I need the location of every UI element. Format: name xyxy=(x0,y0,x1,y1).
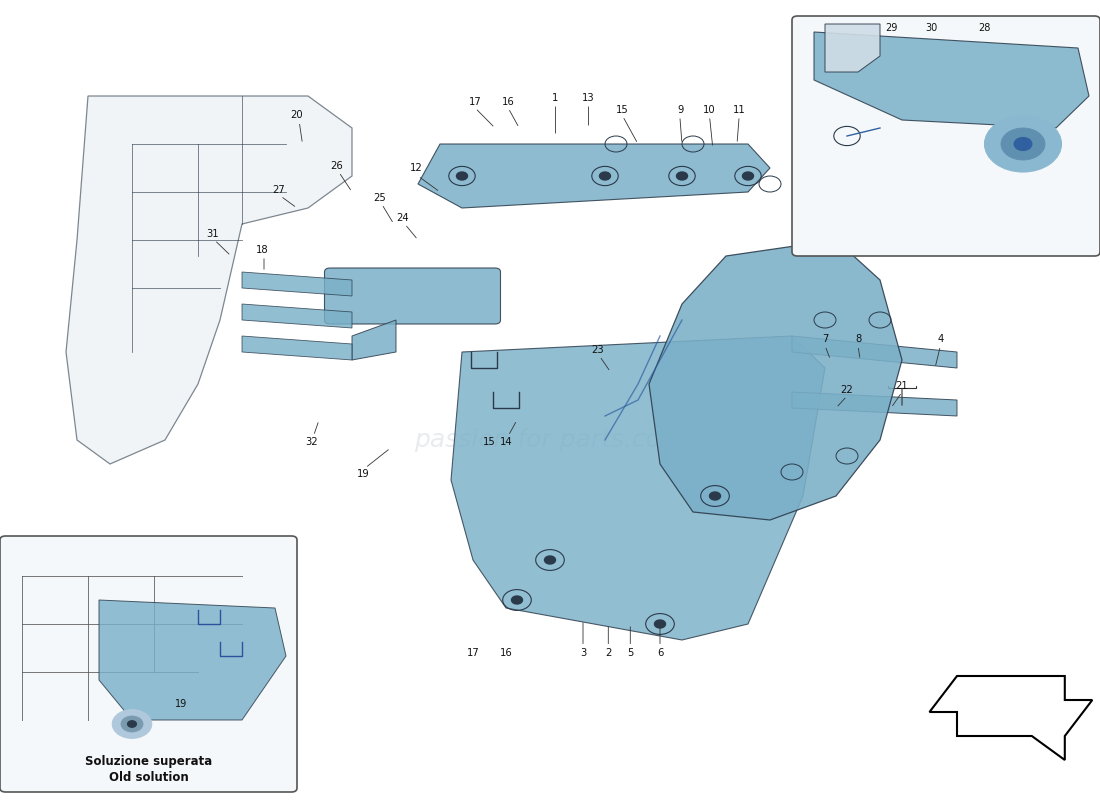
Polygon shape xyxy=(451,336,825,640)
Polygon shape xyxy=(930,676,1092,760)
Text: Soluzione superata: Soluzione superata xyxy=(85,755,212,768)
Text: 13: 13 xyxy=(582,93,595,102)
Text: 16: 16 xyxy=(502,97,515,106)
Text: 9: 9 xyxy=(678,105,684,114)
Text: 16: 16 xyxy=(499,648,513,658)
Text: 2: 2 xyxy=(605,648,612,658)
Text: 17: 17 xyxy=(466,648,480,658)
Text: 10: 10 xyxy=(703,105,716,114)
Polygon shape xyxy=(418,144,770,208)
Polygon shape xyxy=(825,24,880,72)
Polygon shape xyxy=(352,320,396,360)
Text: 19: 19 xyxy=(356,470,370,479)
Text: 19: 19 xyxy=(175,699,188,709)
Text: 6: 6 xyxy=(657,648,663,658)
Text: 29: 29 xyxy=(884,23,898,33)
Text: 15: 15 xyxy=(616,105,629,114)
Text: passion for parts.com: passion for parts.com xyxy=(415,428,685,452)
Text: 12: 12 xyxy=(409,163,422,173)
Text: 5: 5 xyxy=(627,648,634,658)
Text: Old solution: Old solution xyxy=(109,771,188,784)
Text: 31: 31 xyxy=(206,229,219,238)
Polygon shape xyxy=(649,240,902,520)
Circle shape xyxy=(984,116,1062,172)
Text: 24: 24 xyxy=(396,213,409,222)
Text: 27: 27 xyxy=(272,185,285,194)
Text: 1: 1 xyxy=(552,93,559,102)
Circle shape xyxy=(600,172,610,180)
Polygon shape xyxy=(242,304,352,328)
Circle shape xyxy=(676,172,688,180)
Circle shape xyxy=(544,556,556,564)
Text: 7: 7 xyxy=(822,334,828,344)
Polygon shape xyxy=(242,272,352,296)
Text: 30: 30 xyxy=(925,23,938,33)
Text: 26: 26 xyxy=(330,161,343,170)
Circle shape xyxy=(710,492,720,500)
Text: 3: 3 xyxy=(580,648,586,658)
Polygon shape xyxy=(792,336,957,368)
FancyBboxPatch shape xyxy=(0,536,297,792)
Circle shape xyxy=(742,172,754,180)
Text: 20: 20 xyxy=(290,110,304,120)
Text: 11: 11 xyxy=(733,105,746,114)
Text: 25: 25 xyxy=(373,193,386,202)
Circle shape xyxy=(512,596,522,604)
Text: 23: 23 xyxy=(591,345,604,354)
FancyBboxPatch shape xyxy=(792,16,1100,256)
Circle shape xyxy=(121,716,143,732)
Circle shape xyxy=(112,710,152,738)
Text: 17: 17 xyxy=(469,97,482,106)
Text: 14: 14 xyxy=(499,438,513,447)
Text: 8: 8 xyxy=(855,334,861,344)
Circle shape xyxy=(128,721,136,727)
Circle shape xyxy=(1001,128,1045,160)
Text: 4: 4 xyxy=(937,334,944,344)
Polygon shape xyxy=(814,32,1089,128)
Text: 15: 15 xyxy=(483,438,496,447)
Text: 22: 22 xyxy=(840,385,854,394)
FancyBboxPatch shape xyxy=(324,268,500,324)
Text: 28: 28 xyxy=(978,23,991,33)
Text: 32: 32 xyxy=(305,438,318,447)
Text: 21: 21 xyxy=(895,381,909,390)
Circle shape xyxy=(654,620,666,628)
Polygon shape xyxy=(242,336,352,360)
Text: 18: 18 xyxy=(255,245,268,254)
Polygon shape xyxy=(66,96,352,464)
Polygon shape xyxy=(99,600,286,720)
Circle shape xyxy=(456,172,468,180)
Circle shape xyxy=(1014,138,1032,150)
Polygon shape xyxy=(792,392,957,416)
